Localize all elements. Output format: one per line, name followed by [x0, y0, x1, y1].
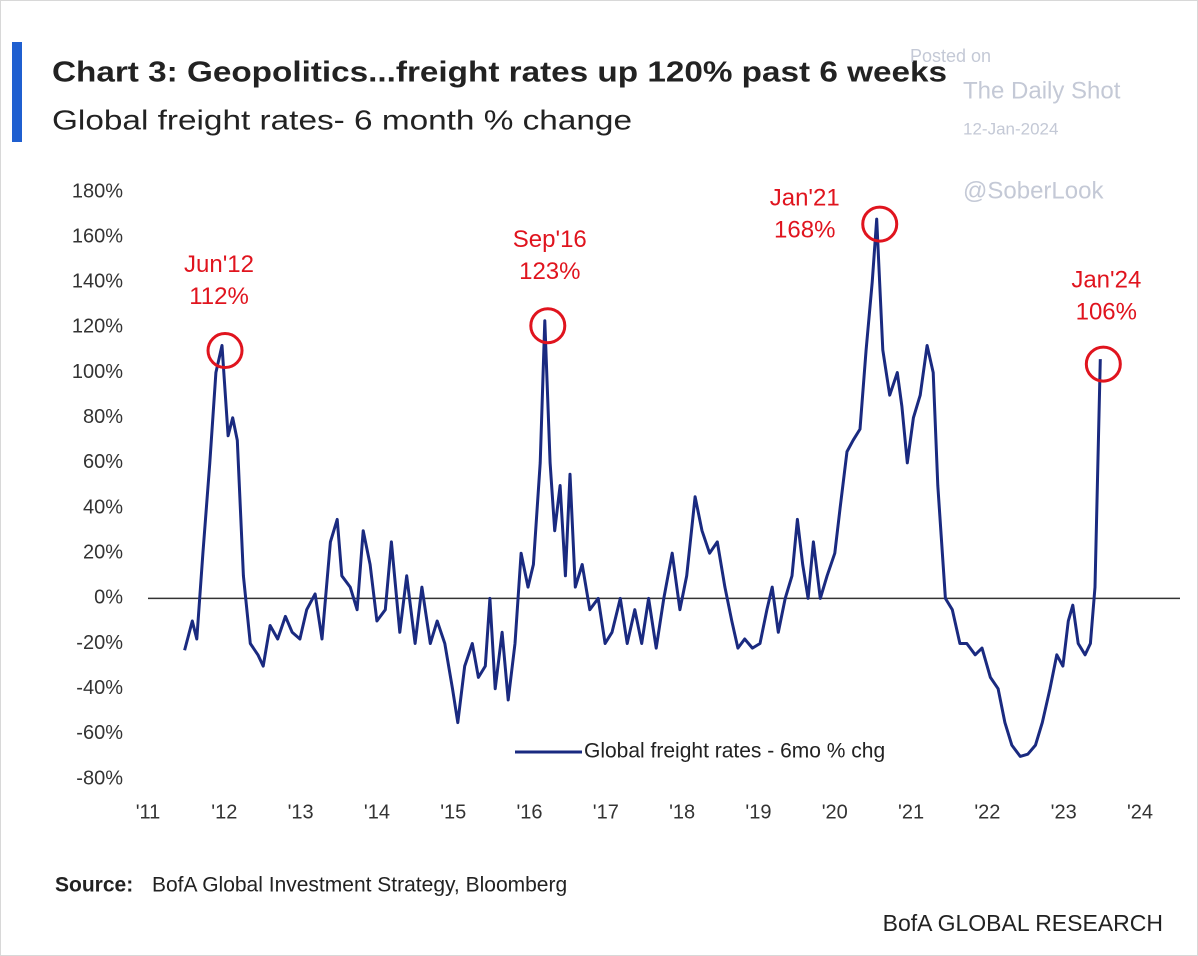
accent-bar: [12, 42, 22, 142]
x-tick-label: '15: [440, 801, 466, 823]
y-tick-label: 120%: [72, 316, 123, 338]
annotation-text: Jan'24: [1071, 266, 1141, 293]
annotation-text: Sep'16: [513, 226, 587, 253]
legend-label: Global freight rates - 6mo % chg: [584, 740, 885, 763]
annotation-text: 112%: [189, 283, 249, 310]
annotation-text: 123%: [519, 258, 580, 285]
y-tick-label: -60%: [76, 722, 123, 744]
y-tick-label: -40%: [76, 677, 123, 699]
x-tick-label: '17: [593, 801, 619, 823]
x-tick-label: '22: [974, 801, 1000, 823]
x-tick-label: '16: [516, 801, 542, 823]
y-tick-label: 80%: [83, 406, 123, 428]
x-tick-label: '24: [1127, 801, 1153, 823]
y-tick-label: -80%: [76, 767, 123, 789]
y-tick-label: -20%: [76, 632, 123, 654]
watermark: The Daily Shot: [963, 77, 1121, 104]
x-tick-label: '23: [1051, 801, 1077, 823]
watermark: Posted on: [910, 46, 991, 66]
chart-title: Chart 3: Geopolitics...freight rates up …: [52, 57, 947, 89]
annotation-text: Jun'12: [184, 251, 254, 278]
annotation-text: 106%: [1076, 298, 1137, 325]
watermark: @SoberLook: [963, 177, 1104, 204]
y-tick-label: 180%: [72, 180, 123, 202]
x-tick-label: '21: [898, 801, 924, 823]
x-tick-label: '19: [745, 801, 771, 823]
y-tick-label: 140%: [72, 271, 123, 293]
annotation-circle: [529, 307, 567, 345]
series-line: [183, 217, 1102, 758]
watermark: 12-Jan-2024: [963, 119, 1058, 138]
footer: BofA GLOBAL RESEARCH: [883, 910, 1163, 936]
y-tick-label: 0%: [94, 587, 123, 609]
annotation-circle: [1084, 345, 1122, 383]
annotation-text: Jan'21: [770, 184, 840, 211]
x-tick-label: '12: [211, 801, 237, 823]
annotation-text: 168%: [774, 216, 835, 243]
y-tick-label: 60%: [83, 451, 123, 473]
x-tick-label: '13: [288, 801, 314, 823]
source-label: Source:: [55, 874, 133, 897]
x-tick-label: '14: [364, 801, 390, 823]
y-tick-label: 40%: [83, 496, 123, 518]
annotation-circle: [206, 332, 244, 370]
annotation-circle: [861, 205, 899, 243]
x-tick-label: '20: [822, 801, 848, 823]
x-tick-label: '18: [669, 801, 695, 823]
x-tick-label: '11: [136, 801, 161, 823]
y-tick-label: 20%: [83, 542, 123, 564]
source: BofA Global Investment Strategy, Bloombe…: [152, 874, 567, 897]
y-tick-label: 100%: [72, 361, 123, 383]
chart-subtitle: Global freight rates- 6 month % change: [52, 104, 632, 135]
y-tick-label: 160%: [72, 225, 123, 247]
